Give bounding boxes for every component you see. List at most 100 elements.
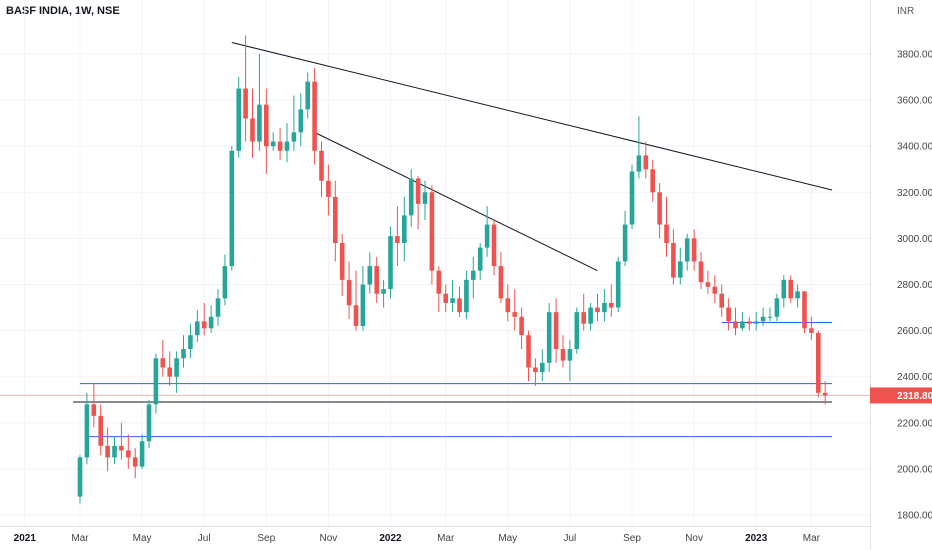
- candle[interactable]: [153, 358, 159, 405]
- candle[interactable]: [312, 81, 317, 151]
- candle[interactable]: [519, 316, 524, 336]
- candle[interactable]: [526, 335, 531, 368]
- candle[interactable]: [553, 312, 559, 350]
- candle[interactable]: [215, 298, 221, 317]
- candle[interactable]: [298, 109, 304, 133]
- candle[interactable]: [319, 150, 324, 181]
- candle[interactable]: [560, 349, 566, 361]
- candle[interactable]: [767, 316, 773, 318]
- candle[interactable]: [684, 238, 690, 262]
- candle[interactable]: [678, 261, 683, 278]
- candle[interactable]: [236, 88, 241, 151]
- candle[interactable]: [740, 321, 745, 329]
- candle[interactable]: [484, 224, 490, 248]
- candle[interactable]: [816, 332, 821, 393]
- candle[interactable]: [188, 335, 193, 350]
- candle[interactable]: [609, 302, 614, 308]
- candle[interactable]: [84, 404, 90, 458]
- candle[interactable]: [719, 293, 724, 308]
- candle[interactable]: [498, 266, 504, 299]
- candle[interactable]: [788, 279, 793, 299]
- candle[interactable]: [326, 180, 331, 197]
- candle[interactable]: [305, 81, 310, 110]
- candle[interactable]: [360, 284, 366, 326]
- candle[interactable]: [77, 457, 83, 497]
- candle[interactable]: [471, 270, 476, 280]
- candle[interactable]: [691, 238, 697, 262]
- candle[interactable]: [464, 279, 469, 313]
- candle[interactable]: [264, 104, 269, 147]
- candle[interactable]: [408, 178, 414, 216]
- trend-line[interactable]: [231, 41, 833, 191]
- candle[interactable]: [477, 247, 483, 271]
- candle[interactable]: [257, 104, 262, 142]
- candle[interactable]: [546, 312, 552, 363]
- candle[interactable]: [705, 282, 711, 287]
- candle[interactable]: [250, 118, 255, 142]
- candle[interactable]: [436, 270, 442, 294]
- candle[interactable]: [422, 192, 428, 204]
- candle[interactable]: [540, 362, 545, 373]
- candle[interactable]: [733, 321, 738, 329]
- candle[interactable]: [650, 169, 655, 193]
- candle[interactable]: [491, 224, 497, 267]
- candle[interactable]: [139, 441, 145, 467]
- candle[interactable]: [277, 141, 283, 151]
- candle[interactable]: [174, 358, 179, 377]
- candle[interactable]: [657, 192, 662, 225]
- candle[interactable]: [374, 266, 379, 294]
- candle[interactable]: [195, 321, 200, 336]
- candle[interactable]: [629, 171, 635, 225]
- candle[interactable]: [505, 298, 511, 313]
- candle[interactable]: [229, 150, 235, 267]
- candle[interactable]: [105, 445, 110, 458]
- candle[interactable]: [781, 279, 787, 299]
- candle[interactable]: [567, 349, 573, 361]
- candle[interactable]: [643, 155, 649, 170]
- candle[interactable]: [119, 445, 124, 451]
- candle[interactable]: [809, 328, 814, 333]
- candle[interactable]: [664, 224, 669, 244]
- candle[interactable]: [160, 358, 166, 368]
- candle[interactable]: [222, 266, 228, 299]
- candle[interactable]: [615, 261, 621, 308]
- candle[interactable]: [112, 445, 117, 458]
- candle[interactable]: [208, 316, 214, 329]
- candle[interactable]: [146, 404, 152, 442]
- trend-line[interactable]: [314, 131, 598, 272]
- candle[interactable]: [671, 243, 676, 278]
- candle[interactable]: [443, 293, 448, 303]
- candle[interactable]: [284, 141, 290, 151]
- candle[interactable]: [581, 312, 586, 324]
- candle[interactable]: [588, 307, 593, 324]
- candle[interactable]: [429, 192, 435, 271]
- candle[interactable]: [181, 349, 186, 359]
- candle[interactable]: [270, 141, 276, 147]
- candle[interactable]: [333, 196, 338, 244]
- candle[interactable]: [602, 302, 607, 313]
- candle[interactable]: [802, 291, 807, 329]
- candle[interactable]: [698, 261, 704, 283]
- candle[interactable]: [636, 155, 642, 172]
- candle[interactable]: [760, 316, 766, 322]
- candle[interactable]: [726, 307, 731, 322]
- candle[interactable]: [167, 367, 172, 377]
- candle[interactable]: [795, 291, 800, 299]
- candle[interactable]: [91, 404, 97, 416]
- candle[interactable]: [747, 321, 752, 324]
- candle[interactable]: [388, 236, 393, 290]
- candle[interactable]: [574, 312, 580, 350]
- candle[interactable]: [381, 289, 386, 294]
- candle[interactable]: [126, 450, 131, 458]
- candle[interactable]: [243, 88, 248, 119]
- candle[interactable]: [98, 415, 103, 446]
- candle[interactable]: [622, 224, 628, 262]
- candle[interactable]: [402, 215, 407, 244]
- candle[interactable]: [450, 298, 455, 303]
- candle[interactable]: [753, 321, 759, 324]
- candle[interactable]: [291, 132, 297, 142]
- candle[interactable]: [132, 457, 138, 467]
- candle[interactable]: [367, 266, 373, 285]
- candle[interactable]: [595, 307, 600, 313]
